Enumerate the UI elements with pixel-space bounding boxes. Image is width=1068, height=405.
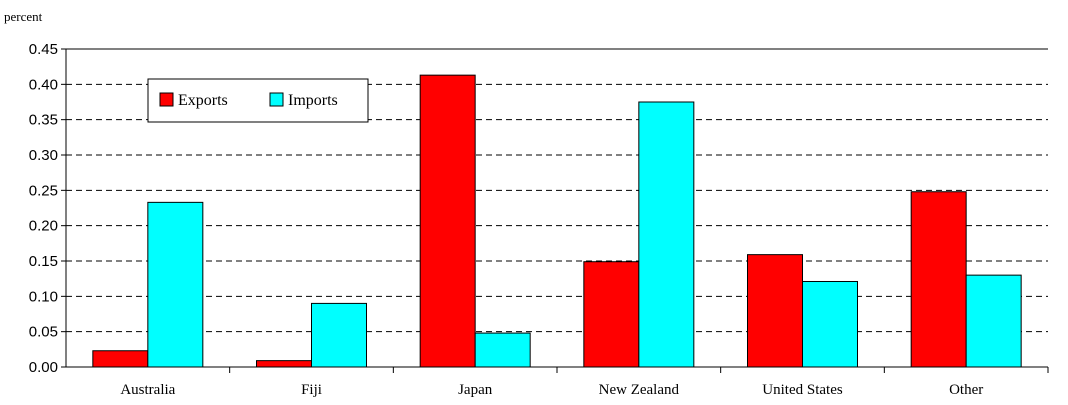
bar-imports-other: [965, 274, 1022, 368]
legend-label-imports: Imports: [288, 92, 338, 109]
x-category-label: Fiji: [301, 382, 322, 398]
y-tick-label: 0.35: [29, 112, 58, 129]
legend-swatch-imports: [269, 92, 284, 107]
y-tick-label: 0.10: [29, 288, 58, 305]
x-category-labels: Australia Fiji Japan New Zealand United Stat…: [120, 382, 983, 398]
y-tick-label: 0.40: [29, 76, 58, 93]
legend-box: [147, 78, 369, 123]
legend: Exports Imports: [147, 78, 369, 123]
bar-exports-australia: [92, 350, 149, 368]
bar-imports-fiji: [311, 302, 367, 368]
y-tick-labels: 0.00 0.05 0.10 0.15 0.20 0.25 0.30 0.35 0.40 0.45: [29, 41, 58, 376]
bar-imports-new-zealand: [638, 101, 695, 368]
bar-imports-united-states: [802, 280, 858, 368]
bar-imports-australia: [147, 201, 204, 368]
bars: [92, 74, 1022, 368]
x-category-label: Australia: [120, 382, 175, 398]
bar-exports-japan: [419, 74, 476, 368]
y-tick-label: 0.05: [29, 324, 58, 341]
bar-exports-fiji: [256, 360, 312, 368]
x-category-label: United States: [762, 382, 843, 398]
bar-exports-new-zealand: [583, 261, 640, 368]
y-tick-label: 0.15: [29, 253, 58, 270]
bar-exports-other: [910, 191, 967, 368]
bar-imports-japan: [474, 332, 531, 368]
y-tick-label: 0.20: [29, 218, 58, 235]
y-tick-label: 0.45: [29, 41, 58, 58]
x-category-label: New Zealand: [599, 382, 680, 398]
y-axis-unit-label: percent: [4, 9, 43, 24]
axes: [61, 48, 1049, 373]
legend-swatch-exports: [159, 92, 174, 107]
y-tick-label: 0.30: [29, 147, 58, 164]
bar-exports-united-states: [747, 254, 803, 368]
legend-label-exports: Exports: [178, 92, 228, 109]
y-tick-label: 0.00: [29, 359, 58, 376]
x-category-label: Japan: [458, 382, 493, 398]
y-tick-label: 0.25: [29, 182, 58, 199]
x-category-label: Other: [949, 382, 983, 398]
